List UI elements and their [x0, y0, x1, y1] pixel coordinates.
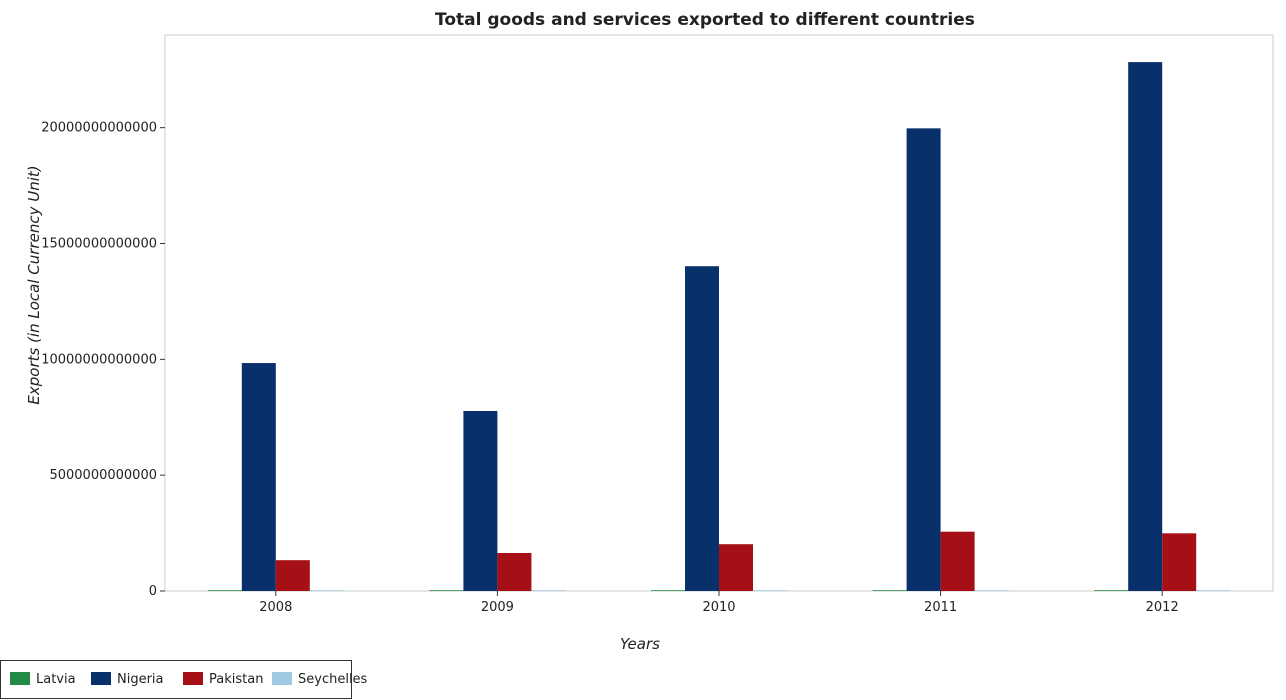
legend-swatch-latvia	[10, 672, 30, 685]
x-tick-label: 2011	[924, 600, 957, 615]
bar-seychelles-2012	[1196, 590, 1231, 591]
bar-nigeria-2010	[685, 266, 719, 591]
legend-label-seychelles: Seychelles	[298, 672, 368, 687]
bar-pakistan-2011	[940, 531, 975, 591]
y-tick-label: 5000000000000	[49, 468, 157, 483]
bar-nigeria-2009	[463, 410, 498, 591]
x-tick-label: 2008	[259, 600, 292, 615]
bar-latvia-2012	[1094, 590, 1129, 591]
bar-seychelles-2010	[753, 590, 787, 591]
bar-nigeria-2008	[241, 363, 276, 591]
plot-area	[164, 34, 1274, 592]
bar-pakistan-2009	[497, 553, 532, 591]
bar-latvia-2008	[207, 590, 242, 591]
legend: Latvia Nigeria Pakistan Seychelles	[0, 660, 368, 699]
bar-pakistan-2012	[1162, 533, 1197, 591]
bar-latvia-2009	[429, 590, 464, 591]
legend-swatch-nigeria	[91, 672, 111, 685]
y-tick-label: 0	[149, 584, 157, 599]
legend-label-pakistan: Pakistan	[209, 672, 263, 687]
x-axis: 2008 2009 2010 2011 2012	[259, 591, 1179, 615]
legend-swatch-seychelles	[272, 672, 292, 685]
y-tick-label: 10000000000000	[41, 352, 157, 367]
legend-box	[0, 660, 352, 699]
y-axis-label: Exports (in Local Currency Unit)	[25, 165, 43, 404]
y-axis: 0 5000000000000 10000000000000 150000000000…	[41, 121, 165, 599]
legend-swatch-pakistan	[183, 672, 203, 685]
bar-nigeria-2011	[906, 128, 941, 591]
x-tick-label: 2012	[1146, 600, 1179, 615]
chart-title: Total goods and services exported to dif…	[435, 10, 975, 30]
bar-seychelles-2009	[531, 590, 566, 591]
x-tick-label: 2009	[481, 600, 514, 615]
bar-latvia-2011	[872, 590, 907, 591]
y-tick-label: 15000000000000	[41, 237, 157, 252]
x-axis-label: Years	[620, 635, 660, 653]
legend-label-nigeria: Nigeria	[117, 672, 164, 687]
bar-seychelles-2008	[309, 590, 344, 591]
bar-seychelles-2011	[974, 590, 1009, 591]
bar-nigeria-2012	[1128, 62, 1163, 592]
y-tick-label: 20000000000000	[41, 121, 157, 136]
bar-pakistan-2010	[719, 544, 753, 591]
bar-pakistan-2008	[275, 560, 310, 591]
legend-label-latvia: Latvia	[36, 672, 76, 687]
bar-latvia-2010	[651, 590, 685, 591]
x-tick-label: 2010	[702, 600, 735, 615]
